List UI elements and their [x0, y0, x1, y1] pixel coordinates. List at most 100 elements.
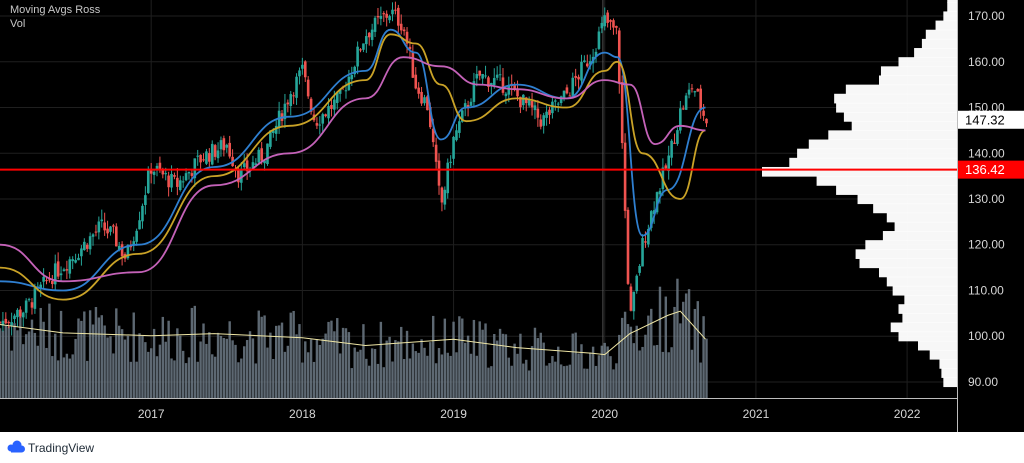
- candle-body: [45, 280, 48, 282]
- candle-body: [106, 228, 109, 234]
- volume-bar: [397, 341, 400, 398]
- volume-bar: [368, 365, 371, 398]
- volume-bar: [420, 339, 423, 398]
- volume-bar: [88, 310, 92, 398]
- candle-body: [152, 171, 156, 175]
- volume-profile-bar: [935, 20, 957, 31]
- volume-bar: [263, 315, 266, 398]
- volume-bar: [4, 325, 8, 398]
- candle-body: [146, 170, 150, 194]
- volume-bar: [292, 310, 295, 398]
- candle-body: [376, 16, 380, 18]
- candle-body: [138, 220, 141, 230]
- candle-body: [684, 95, 688, 110]
- volume-bar: [562, 366, 566, 398]
- volume-profile-bar: [898, 304, 957, 314]
- candle-body: [402, 29, 406, 32]
- volume-bar: [216, 332, 220, 398]
- candle-body: [190, 173, 194, 176]
- candle-body: [649, 211, 653, 228]
- candle-body: [254, 163, 258, 165]
- candle-body: [522, 94, 525, 106]
- volume-bar: [379, 321, 383, 398]
- volume-profile-bar: [947, 0, 957, 3]
- candle-body: [446, 162, 450, 194]
- volume-bar: [696, 301, 699, 398]
- volume-bar: [30, 319, 34, 398]
- y-tick-label: 110.00: [968, 283, 1004, 297]
- volume-profile-bar: [857, 194, 957, 205]
- volume-bar: [426, 355, 429, 398]
- candle-body: [705, 118, 708, 124]
- volume-bar: [251, 338, 255, 398]
- candle-body: [193, 158, 197, 179]
- candle-body: [205, 151, 208, 164]
- volume-bar: [362, 324, 365, 398]
- volume-bar: [36, 345, 39, 398]
- volume-bar: [385, 340, 388, 398]
- candle-body: [271, 130, 275, 134]
- candle-body: [39, 284, 43, 290]
- volume-bar: [530, 346, 534, 398]
- volume-profile-bar: [904, 295, 957, 305]
- volume-bar: [77, 318, 80, 398]
- candle-body: [638, 265, 641, 273]
- candle-body: [580, 61, 583, 81]
- candle-body: [423, 97, 426, 104]
- candle-body: [379, 15, 383, 19]
- candle-body: [524, 97, 528, 104]
- volume-bar: [71, 354, 74, 398]
- candle-body: [266, 143, 269, 165]
- price-label-text: 147.32: [965, 112, 1005, 127]
- volume-bar: [382, 367, 385, 398]
- price-chart[interactable]: 90.00100.00110.00120.00130.00140.00150.0…: [0, 0, 1024, 432]
- candle-body: [213, 145, 217, 157]
- volume-bar: [417, 352, 420, 398]
- candle-body: [399, 23, 403, 31]
- chart-area[interactable]: 90.00 100.00 110.00 120.00 130.00 140.00 150.0…: [0, 0, 1024, 432]
- volume-bar: [618, 334, 621, 398]
- candle-body: [4, 318, 8, 324]
- volume-bar: [19, 309, 22, 398]
- volume-bar: [469, 353, 473, 398]
- volume-bar: [202, 323, 205, 398]
- volume-profile: [762, 0, 957, 388]
- volume-bar: [705, 338, 708, 398]
- candle-body: [56, 261, 60, 277]
- tradingview-brand-name[interactable]: TradingView: [28, 441, 95, 455]
- candle-body: [68, 259, 72, 274]
- volume-bar: [341, 327, 345, 398]
- volume-bar: [641, 346, 644, 398]
- candle-body: [184, 173, 188, 181]
- candle-body: [144, 195, 147, 205]
- volume-bar: [423, 347, 426, 398]
- candle-body: [615, 25, 618, 28]
- volume-bar: [591, 346, 595, 398]
- volume-profile-bar: [855, 249, 957, 259]
- volume-bars: [0, 278, 708, 398]
- volume-bar: [199, 341, 202, 398]
- volume-bar: [228, 321, 231, 398]
- volume-bar: [516, 353, 519, 398]
- volume-bar: [254, 363, 258, 398]
- volume-profile-bar: [943, 377, 957, 388]
- volume-profile-bar: [879, 75, 957, 86]
- volume-bar: [629, 326, 633, 398]
- volume-bar: [330, 320, 333, 398]
- candle-body: [620, 82, 624, 144]
- tradingview-logo-icon[interactable]: [6, 440, 26, 454]
- candle-body: [466, 105, 470, 108]
- candle-body: [431, 128, 435, 143]
- candle-body: [303, 61, 307, 78]
- volume-bar: [527, 370, 531, 398]
- volume-bar: [42, 321, 45, 398]
- candle-body: [120, 244, 124, 257]
- candle-body: [600, 22, 604, 29]
- candle-body: [434, 144, 438, 162]
- volume-bar: [434, 363, 438, 398]
- candle-body: [10, 322, 13, 326]
- candle-body: [498, 74, 502, 76]
- volume-bar: [91, 324, 95, 398]
- candle-body: [48, 279, 51, 281]
- volume-bar: [519, 333, 522, 398]
